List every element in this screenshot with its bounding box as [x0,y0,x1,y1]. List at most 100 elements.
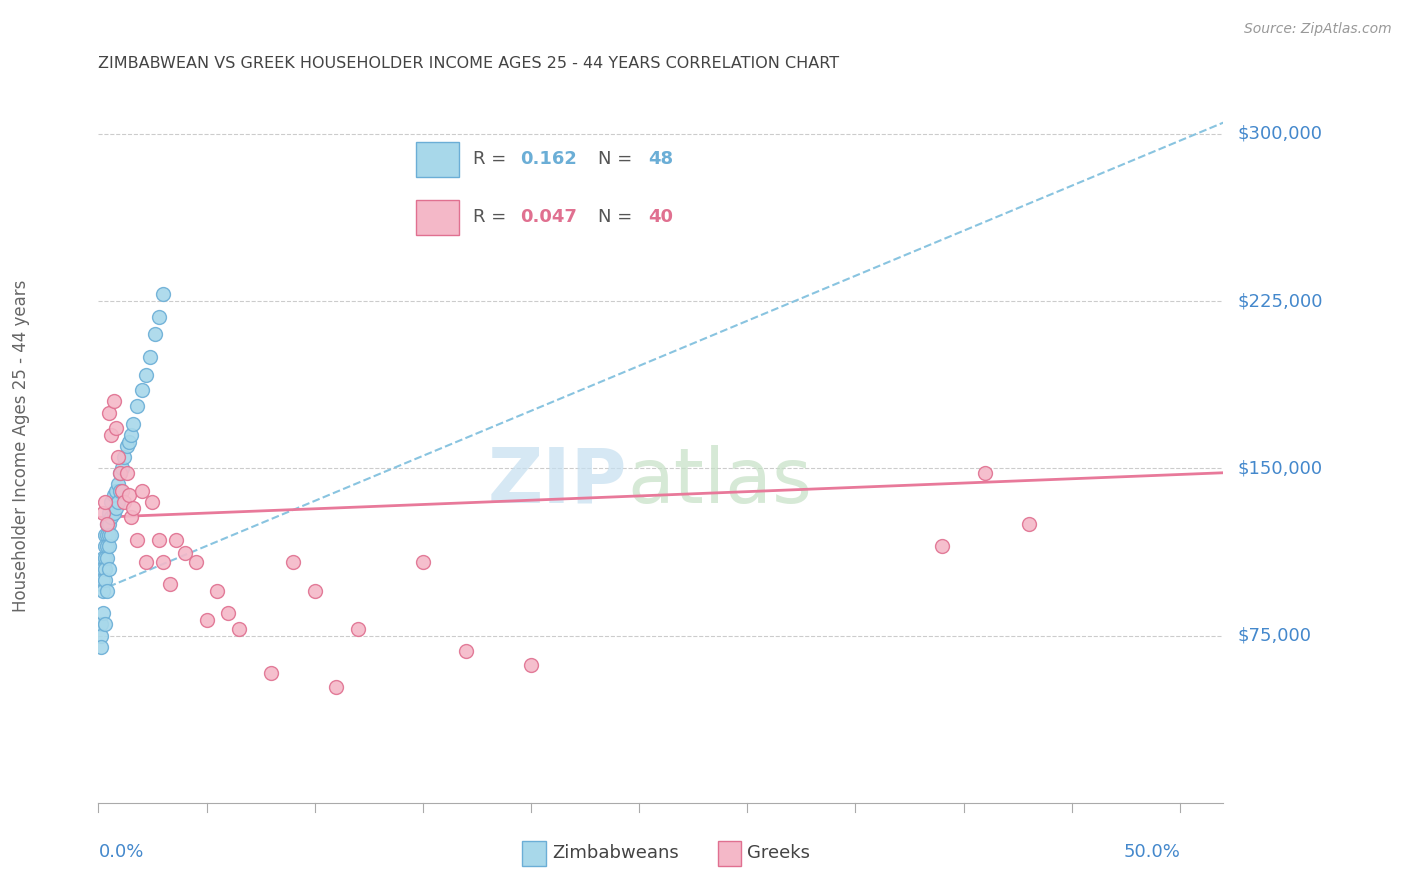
Point [120,427,142,442]
Point [100,494,122,508]
Point [174,546,197,560]
Point [325,680,347,694]
Point [107,450,129,464]
Point [96,583,118,598]
Point [152,555,174,569]
Point [91,583,114,598]
Point [135,368,157,382]
Point [90,628,112,642]
Point [127,399,149,413]
Point [94,617,117,632]
Text: Greeks: Greeks [747,844,810,862]
Bar [416,200,460,235]
Point [90,640,112,654]
Point [98,562,121,576]
Point [96,550,118,565]
Point [131,384,153,398]
Point [98,539,121,553]
Text: ZIP: ZIP [488,445,627,518]
Point [152,287,174,301]
Point [112,494,135,508]
Point [98,528,121,542]
Point [107,494,129,508]
Point [159,577,181,591]
Point [91,573,114,587]
Point [122,417,145,431]
Point [281,555,304,569]
Point [94,562,117,576]
Point [112,450,135,464]
Text: 0.047: 0.047 [520,208,576,227]
Point [111,483,134,498]
Point [111,461,134,475]
Point [100,427,122,442]
Point [96,517,118,532]
Point [103,506,125,520]
Point [96,528,118,542]
Point [103,488,125,502]
Point [96,517,118,532]
Bar [416,142,460,177]
Text: 48: 48 [648,150,673,169]
Text: R =: R = [472,150,512,169]
Point [98,517,121,532]
Point [931,539,953,553]
Text: N =: N = [598,150,638,169]
Point [90,617,112,632]
Text: $300,000: $300,000 [1237,125,1322,143]
Point [104,483,127,498]
Point [148,310,170,324]
Point [217,607,239,621]
Point [108,466,131,480]
Point [94,528,117,542]
Point [115,466,138,480]
Point [104,421,127,435]
Point [91,506,114,520]
Point [456,644,478,658]
Point [184,555,207,569]
Text: R =: R = [472,208,512,227]
Point [1018,517,1040,532]
Text: Source: ZipAtlas.com: Source: ZipAtlas.com [1244,22,1392,37]
Point [104,501,127,516]
Point [139,350,162,364]
Text: $225,000: $225,000 [1237,292,1323,310]
Point [94,494,117,508]
Point [207,583,229,598]
Point [131,483,153,498]
Point [91,550,114,565]
Text: N =: N = [598,208,638,227]
Point [108,483,131,498]
Point [143,327,166,342]
Point [98,506,121,520]
Point [347,622,370,636]
Point [118,488,141,502]
Text: $75,000: $75,000 [1237,626,1312,645]
Point [100,510,122,524]
Point [974,466,997,480]
Point [141,494,163,508]
Point [100,528,122,542]
Point [122,501,145,516]
Point [94,539,117,553]
Point [91,607,114,621]
Point [108,466,131,480]
Point [115,439,138,453]
Bar [718,841,741,866]
Point [96,539,118,553]
Point [120,510,142,524]
Text: Zimbabweans: Zimbabweans [553,844,679,862]
Point [520,657,543,672]
Point [94,550,117,565]
Text: ZIMBABWEAN VS GREEK HOUSEHOLDER INCOME AGES 25 - 44 YEARS CORRELATION CHART: ZIMBABWEAN VS GREEK HOUSEHOLDER INCOME A… [98,56,839,71]
Point [260,666,283,681]
Point [304,583,326,598]
Point [165,533,187,547]
Text: 50.0%: 50.0% [1123,843,1180,861]
Text: 0.162: 0.162 [520,150,576,169]
Bar [522,841,546,866]
Point [107,476,129,491]
Point [127,533,149,547]
Point [135,555,157,569]
Text: atlas: atlas [627,445,811,518]
